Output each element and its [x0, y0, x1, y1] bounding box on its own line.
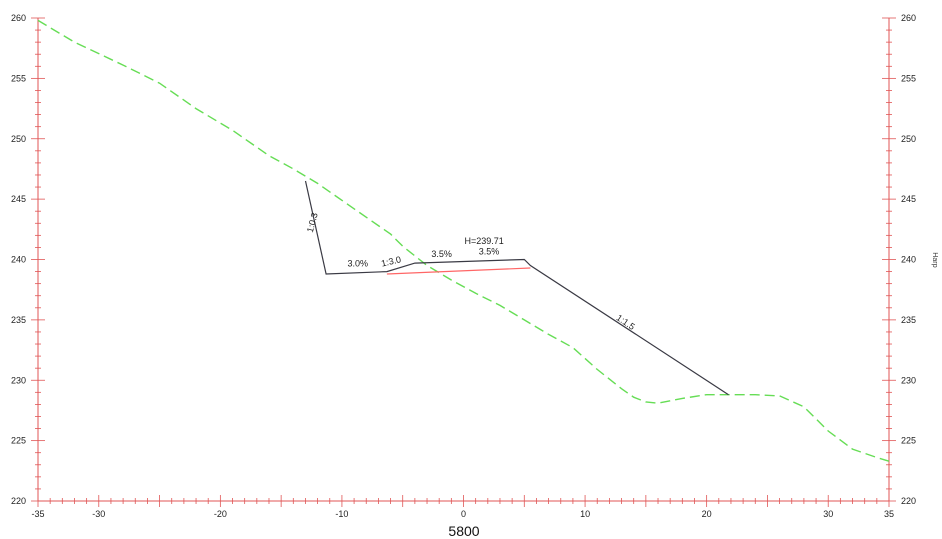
x-tick-label: -35	[31, 509, 44, 519]
x-tick-label: 20	[702, 509, 712, 519]
subgrade-line	[386, 267, 531, 275]
y-tick-label-right: 225	[901, 436, 916, 446]
x-tick-label: 0	[461, 509, 466, 519]
y-tick-label-left: 245	[11, 194, 26, 204]
y-tick-label-left: 260	[11, 13, 26, 23]
axis-ticks: 220 220 225 225 230 230 235 235 240 240 245 245 250 2…	[11, 13, 916, 519]
ground-line	[37, 19, 890, 462]
y-tick-label-left: 240	[11, 255, 26, 265]
x-tick-label: 35	[884, 509, 894, 519]
y-tick-label-right: 235	[901, 315, 916, 325]
slope-annotation: 3.5%	[431, 249, 452, 259]
y-tick-label-right: 260	[901, 13, 916, 23]
axes	[37, 18, 890, 502]
y-tick-label-right: 250	[901, 134, 916, 144]
y-tick-label-right: 255	[901, 73, 916, 83]
slope-annotation: H=239.71	[465, 236, 504, 246]
y-tick-label-left: 225	[11, 436, 26, 446]
x-tick-label: -20	[214, 509, 227, 519]
slope-annotation: 1:1.5	[615, 312, 637, 331]
y-tick-label-right: 245	[901, 194, 916, 204]
slope-annotation: 3.0%	[347, 259, 368, 269]
x-tick-label: -30	[92, 509, 105, 519]
profile-lines	[37, 19, 890, 462]
slope-annotations: 1:0.33.0% 1:3.03.5%H=239.713.5%1:1.5	[305, 212, 637, 332]
x-tick-label: 10	[580, 509, 590, 519]
slope-annotation: 1:0.3	[305, 212, 320, 234]
y-tick-label-right: 220	[901, 496, 916, 506]
slope-annotation: 1:3.0	[380, 254, 402, 268]
y-tick-label-left: 230	[11, 375, 26, 385]
y-tick-label-left: 235	[11, 315, 26, 325]
design-profile-line	[304, 180, 729, 396]
y-tick-label-right: 230	[901, 375, 916, 385]
y-tick-label-left: 255	[11, 73, 26, 83]
slope-annotation: 3.5%	[479, 247, 500, 257]
y-tick-label-left: 250	[11, 134, 26, 144]
right-axis-label: Нагр	[931, 252, 938, 268]
station-title: 5800	[448, 523, 479, 539]
y-tick-label-left: 220	[11, 496, 26, 506]
x-tick-label: -10	[335, 509, 348, 519]
x-tick-label: 30	[823, 509, 833, 519]
y-tick-label-right: 240	[901, 255, 916, 265]
